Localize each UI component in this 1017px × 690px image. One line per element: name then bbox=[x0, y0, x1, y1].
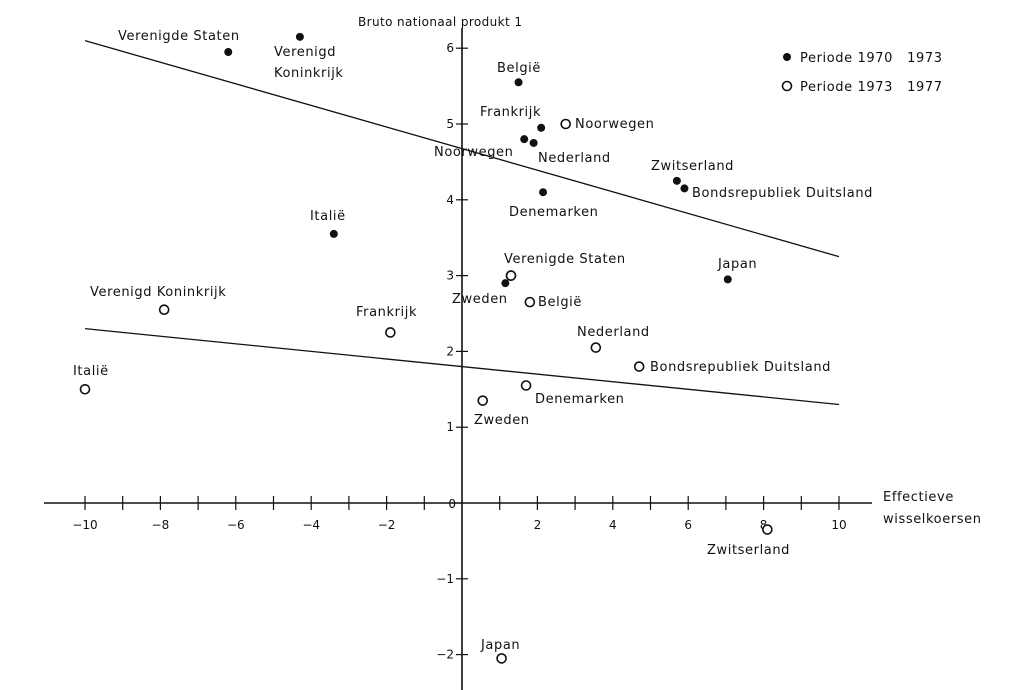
data-label-frankrijk: Frankrijk bbox=[480, 105, 541, 120]
point-1970-verenigd-koninkrijk bbox=[295, 32, 304, 41]
point-1970-denemarken bbox=[539, 188, 548, 197]
point-1970-nederland bbox=[529, 138, 538, 147]
data-label-zweden: Zweden bbox=[452, 292, 508, 307]
data-points bbox=[79, 32, 773, 664]
point-1970-italie bbox=[329, 229, 338, 238]
data-label-belgie: België bbox=[497, 61, 541, 76]
data-label-noorwegen: Noorwegen bbox=[575, 117, 655, 132]
point-1970-noorwegen bbox=[537, 123, 546, 132]
y-tick-label: 1 bbox=[446, 420, 454, 434]
x-axis-label-line-2: wisselkoersen bbox=[883, 512, 982, 527]
x-tick-label: 6 bbox=[684, 518, 692, 532]
y-tick-label: −2 bbox=[436, 648, 454, 662]
data-label-verenigde-staten: Verenigde Staten bbox=[504, 252, 626, 267]
y-tick-label: −1 bbox=[436, 572, 454, 586]
data-label-zweden: Zweden bbox=[474, 413, 530, 428]
data-label-japan: Japan bbox=[717, 257, 757, 272]
data-label-noorwegen: Noorwegen bbox=[434, 145, 514, 160]
point-1973-italie bbox=[79, 383, 91, 395]
data-label-belgie: België bbox=[538, 295, 582, 310]
data-label-denemarken: Denemarken bbox=[509, 205, 599, 220]
data-label-verenigd-koninkrijk: Verenigd Koninkrijk bbox=[90, 285, 226, 300]
x-tick-label: 8 bbox=[760, 518, 768, 532]
data-label-verenigd: Verenigd bbox=[274, 45, 336, 60]
point-1973-verenigd-koninkrijk bbox=[158, 304, 170, 316]
y-tick-label: 0 bbox=[448, 497, 456, 511]
point-1970-belgie bbox=[514, 78, 523, 87]
point-1973-japan bbox=[496, 653, 507, 664]
point-1970-frankrijk bbox=[520, 135, 529, 144]
x-axis-label-line-1: Effectieve bbox=[883, 490, 954, 505]
data-label-nederland: Nederland bbox=[538, 151, 611, 166]
data-label-verenigde-staten: Verenigde Staten bbox=[118, 29, 240, 44]
x-tick-label: 2 bbox=[534, 518, 542, 532]
point-1973-zwitserland bbox=[762, 524, 773, 535]
legend-label-1973-1977: Periode 1973 1977 bbox=[800, 80, 943, 95]
chart-title: Bruto nationaal produkt 1 bbox=[358, 15, 522, 29]
y-tick-label: 5 bbox=[446, 117, 454, 131]
data-label-zwitserland: Zwitserland bbox=[707, 543, 790, 558]
point-1970-zweden bbox=[501, 279, 510, 288]
data-label-japan: Japan bbox=[480, 638, 520, 653]
y-tick-label: 4 bbox=[446, 193, 454, 207]
data-labels: Verenigde Staten Verenigd Koninkrijk België… bbox=[73, 29, 873, 653]
point-1973-bondsrepubliek-duitsland bbox=[633, 361, 645, 372]
data-label-bondsrepubliek-duitsland: Bondsrepubliek Duitsland bbox=[650, 360, 831, 375]
point-1973-denemarken bbox=[520, 380, 532, 391]
point-1973-frankrijk bbox=[385, 327, 396, 338]
data-label-italie: Italië bbox=[310, 209, 346, 224]
data-label-denemarken: Denemarken bbox=[535, 392, 625, 407]
data-label-koninkrijk: Koninkrijk bbox=[274, 66, 344, 81]
point-1970-verenigde-staten bbox=[224, 47, 233, 56]
data-label-italie: Italië bbox=[73, 364, 109, 379]
point-1973-zweden bbox=[505, 270, 517, 281]
legend-marker-filled bbox=[783, 53, 791, 61]
y-tick-label: 6 bbox=[446, 41, 454, 55]
legend: Periode 1970 1973 Periode 1973 1977 bbox=[781, 51, 943, 95]
x-tick-label: −8 bbox=[152, 518, 170, 532]
point-1970-zwitserland bbox=[672, 176, 681, 185]
point-1970-bondsrepubliek-duitsland bbox=[680, 184, 689, 193]
data-label-bondsrepubliek-duitsland: Bondsrepubliek Duitsland bbox=[692, 186, 873, 201]
data-label-nederland: Nederland bbox=[577, 325, 650, 340]
x-tick-label: −10 bbox=[72, 518, 97, 532]
point-1973-nederland bbox=[590, 342, 602, 353]
legend-marker-open bbox=[781, 80, 793, 92]
data-label-frankrijk: Frankrijk bbox=[356, 305, 417, 320]
x-tick-label: −6 bbox=[227, 518, 245, 532]
x-tick-label: 10 bbox=[831, 518, 846, 532]
x-tick-label: −2 bbox=[378, 518, 396, 532]
x-tick-label: −4 bbox=[302, 518, 320, 532]
axes bbox=[44, 28, 872, 690]
point-1970-japan bbox=[723, 275, 732, 284]
x-tick-label: 4 bbox=[609, 518, 617, 532]
point-1973-noorwegen bbox=[560, 118, 571, 130]
y-tick-label: 3 bbox=[446, 269, 454, 283]
legend-label-1970-1973: Periode 1970 1973 bbox=[800, 51, 943, 66]
point-1973-zweden bbox=[477, 395, 489, 406]
data-label-zwitserland: Zwitserland bbox=[651, 159, 734, 174]
y-tick-label: 2 bbox=[446, 344, 454, 358]
point-1973-belgie bbox=[524, 296, 536, 308]
